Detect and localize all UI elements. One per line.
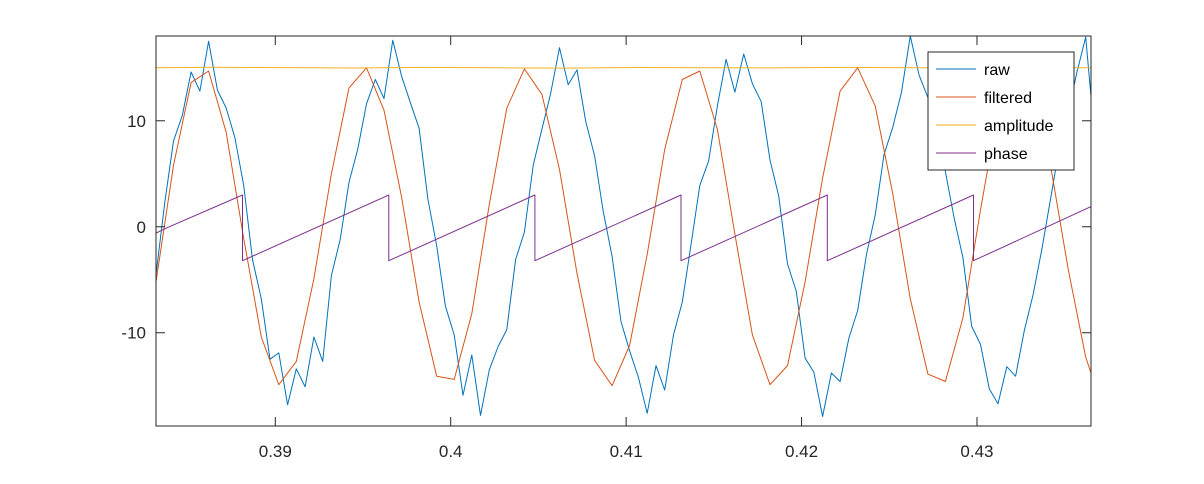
legend-label-phase: phase (984, 146, 1028, 163)
y-tick-label: 10 (127, 112, 146, 131)
series-line-phase (156, 194, 1091, 262)
legend: raw filtered amplitude phase (927, 51, 1075, 171)
legend-box (927, 51, 1075, 171)
legend-label-filtered: filtered (984, 90, 1032, 107)
x-tick-label: 0.39 (259, 442, 292, 461)
plot-frame (155, 35, 1092, 427)
series-line-filtered (156, 67, 1091, 387)
tick-layer: 0.39 0.4 0.41 0.42 0.43 -10 0 10 (121, 36, 1091, 461)
legend-label-amplitude: amplitude (984, 118, 1053, 135)
y-tick-label: 0 (137, 218, 146, 237)
x-tick-label: 0.4 (439, 442, 463, 461)
x-tick-label: 0.42 (785, 442, 818, 461)
x-tick-label: 0.41 (610, 442, 643, 461)
legend-label-raw: raw (984, 62, 1010, 79)
y-tick-label: -10 (121, 324, 146, 343)
x-tick-label: 0.43 (960, 442, 993, 461)
